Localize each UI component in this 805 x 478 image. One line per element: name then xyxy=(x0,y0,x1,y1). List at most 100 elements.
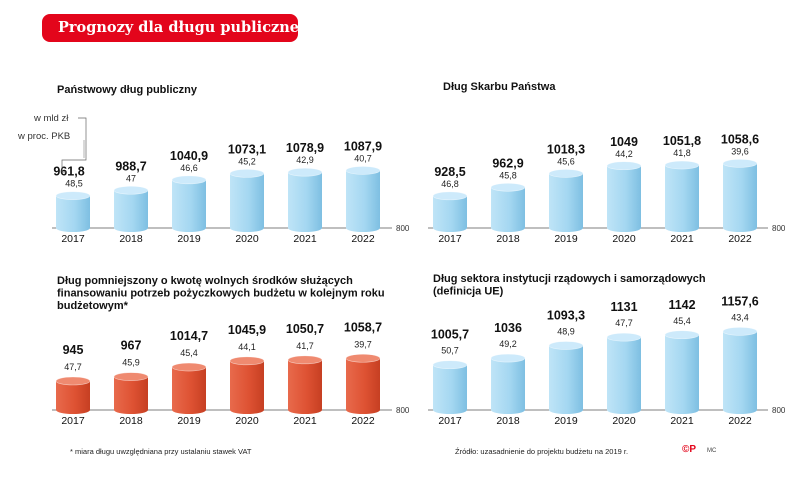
year-label: 2021 xyxy=(670,415,694,427)
pct-gdp-label: 46,6 xyxy=(180,163,198,173)
value-label: 1045,9 xyxy=(228,323,266,337)
year-label: 2019 xyxy=(177,233,201,245)
value-label: 1087,9 xyxy=(344,139,382,153)
bar xyxy=(722,159,758,232)
value-label: 1078,9 xyxy=(286,141,324,155)
year-label: 2017 xyxy=(61,233,85,245)
bar xyxy=(113,372,149,414)
year-label: 2017 xyxy=(438,415,462,427)
page-title: Prognozy dla długu publicznego xyxy=(58,19,319,36)
legend-bracket xyxy=(61,117,87,173)
value-label: 1142 xyxy=(668,298,695,312)
year-label: 2020 xyxy=(235,415,259,427)
value-label: 1058,7 xyxy=(344,320,382,334)
year-label: 2019 xyxy=(177,415,201,427)
header-banner: Prognozy dla długu publicznego xyxy=(42,14,319,42)
author-initials: MC xyxy=(707,448,717,454)
year-label: 2021 xyxy=(293,415,317,427)
publisher-logo: ©P xyxy=(682,444,697,455)
bar xyxy=(113,185,149,232)
bar xyxy=(490,353,526,414)
value-label: 1051,8 xyxy=(663,134,701,148)
pct-gdp-label: 42,9 xyxy=(296,155,314,165)
bar xyxy=(229,169,265,232)
chart-title: budżetowym* xyxy=(57,300,129,312)
year-label: 2021 xyxy=(293,233,317,245)
bar xyxy=(606,332,642,414)
year-label: 2022 xyxy=(351,233,375,245)
pct-gdp-label: 47 xyxy=(126,173,136,183)
value-label: 1040,9 xyxy=(170,149,208,163)
bar xyxy=(432,191,468,232)
value-label: 1093,3 xyxy=(547,308,585,322)
chart-title: finansowaniu potrzeb pożyczkowych budżet… xyxy=(57,288,385,300)
bar xyxy=(606,161,642,232)
pct-gdp-label: 50,7 xyxy=(441,346,459,356)
value-label: 945 xyxy=(63,343,84,357)
pct-gdp-label: 45,2 xyxy=(238,156,256,166)
baseline-label: 800 xyxy=(772,224,786,233)
bar xyxy=(490,182,526,232)
pct-gdp-label: 44,1 xyxy=(238,342,256,352)
value-label: 1049 xyxy=(610,135,638,149)
value-label: 988,7 xyxy=(115,159,146,173)
value-label: 962,9 xyxy=(492,156,523,170)
year-label: 2020 xyxy=(612,233,636,245)
chart-title: Dług pomniejszony o kwotę wolnych środkó… xyxy=(57,275,353,287)
value-label: 1073,1 xyxy=(228,142,266,156)
pct-gdp-label: 39,7 xyxy=(354,339,372,349)
legend-unit: w mld zł xyxy=(33,113,69,124)
bar xyxy=(548,341,584,414)
bar xyxy=(548,169,584,232)
bar xyxy=(171,175,207,232)
value-label: 961,8 xyxy=(53,165,84,179)
pct-gdp-label: 48,9 xyxy=(557,326,575,336)
chart-panel-3: Dług pomniejszony o kwotę wolnych środkó… xyxy=(52,275,410,427)
year-label: 2018 xyxy=(496,415,520,427)
chart-title: Państwowy dług publiczny xyxy=(57,84,198,96)
value-label: 1018,3 xyxy=(547,142,585,156)
pct-gdp-label: 45,4 xyxy=(673,316,691,326)
pct-gdp-label: 41,8 xyxy=(673,148,691,158)
chart-panel-4: Dług sektora instytucji rządowych i samo… xyxy=(428,273,786,427)
pct-gdp-label: 47,7 xyxy=(615,318,633,328)
year-label: 2022 xyxy=(351,415,375,427)
bar xyxy=(55,191,91,232)
bar xyxy=(664,330,700,414)
year-label: 2018 xyxy=(496,233,520,245)
year-label: 2022 xyxy=(728,415,752,427)
pct-gdp-label: 49,2 xyxy=(499,339,517,349)
value-label: 1157,6 xyxy=(721,294,759,308)
chart-title: Dług sektora instytucji rządowych i samo… xyxy=(433,273,706,285)
year-label: 2020 xyxy=(612,415,636,427)
baseline-label: 800 xyxy=(396,224,410,233)
pct-gdp-label: 45,9 xyxy=(122,358,140,368)
year-label: 2021 xyxy=(670,233,694,245)
year-label: 2022 xyxy=(728,233,752,245)
bar xyxy=(345,353,381,414)
source-note: Źródło: uzasadnienie do projektu budżetu… xyxy=(455,447,629,456)
pct-gdp-label: 44,2 xyxy=(615,149,633,159)
baseline-label: 800 xyxy=(396,406,410,415)
bar xyxy=(171,362,207,414)
year-label: 2017 xyxy=(61,415,85,427)
value-label: 1036 xyxy=(494,321,522,335)
bar xyxy=(345,166,381,232)
bar xyxy=(55,376,91,414)
chart-title: Dług Skarbu Państwa xyxy=(443,81,556,93)
year-label: 2019 xyxy=(554,233,578,245)
year-label: 2017 xyxy=(438,233,462,245)
bar xyxy=(664,160,700,232)
pct-gdp-label: 48,5 xyxy=(65,179,83,189)
pct-gdp-label: 47,7 xyxy=(64,362,82,372)
bar xyxy=(229,356,265,414)
value-label: 1050,7 xyxy=(286,322,324,336)
year-label: 2020 xyxy=(235,233,259,245)
value-label: 1005,7 xyxy=(431,328,469,342)
value-label: 967 xyxy=(121,339,142,353)
pct-gdp-label: 41,7 xyxy=(296,341,314,351)
value-label: 1014,7 xyxy=(170,329,208,343)
